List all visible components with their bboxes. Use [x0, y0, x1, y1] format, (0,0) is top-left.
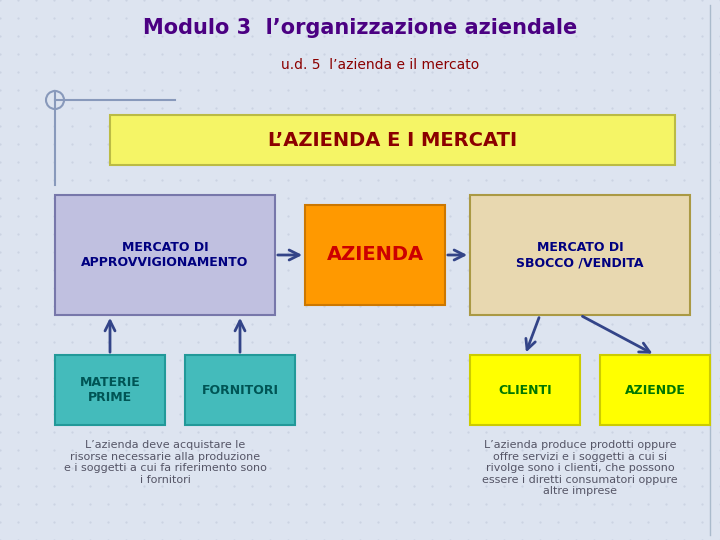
Text: FORNITORI: FORNITORI	[202, 383, 279, 396]
Text: MATERIE
PRIME: MATERIE PRIME	[80, 376, 140, 404]
FancyBboxPatch shape	[55, 195, 275, 315]
Text: CLIENTI: CLIENTI	[498, 383, 552, 396]
FancyBboxPatch shape	[600, 355, 710, 425]
Text: AZIENDA: AZIENDA	[326, 246, 423, 265]
Text: Modulo 3  l’organizzazione aziendale: Modulo 3 l’organizzazione aziendale	[143, 18, 577, 38]
Text: L’azienda deve acquistare le
risorse necessarie alla produzione
e i soggetti a c: L’azienda deve acquistare le risorse nec…	[63, 440, 266, 485]
FancyBboxPatch shape	[305, 205, 445, 305]
Text: MERCATO DI
SBOCCO /VENDITA: MERCATO DI SBOCCO /VENDITA	[516, 241, 644, 269]
FancyBboxPatch shape	[185, 355, 295, 425]
FancyBboxPatch shape	[110, 115, 675, 165]
FancyBboxPatch shape	[470, 355, 580, 425]
Text: u.d. 5  l’azienda e il mercato: u.d. 5 l’azienda e il mercato	[281, 58, 479, 72]
Text: AZIENDE: AZIENDE	[624, 383, 685, 396]
FancyBboxPatch shape	[55, 355, 165, 425]
FancyBboxPatch shape	[470, 195, 690, 315]
Text: L’AZIENDA E I MERCATI: L’AZIENDA E I MERCATI	[268, 131, 517, 150]
Text: MERCATO DI
APPROVVIGIONAMENTO: MERCATO DI APPROVVIGIONAMENTO	[81, 241, 248, 269]
Text: L’azienda produce prodotti oppure
offre servizi e i soggetti a cui si
rivolge so: L’azienda produce prodotti oppure offre …	[482, 440, 678, 496]
